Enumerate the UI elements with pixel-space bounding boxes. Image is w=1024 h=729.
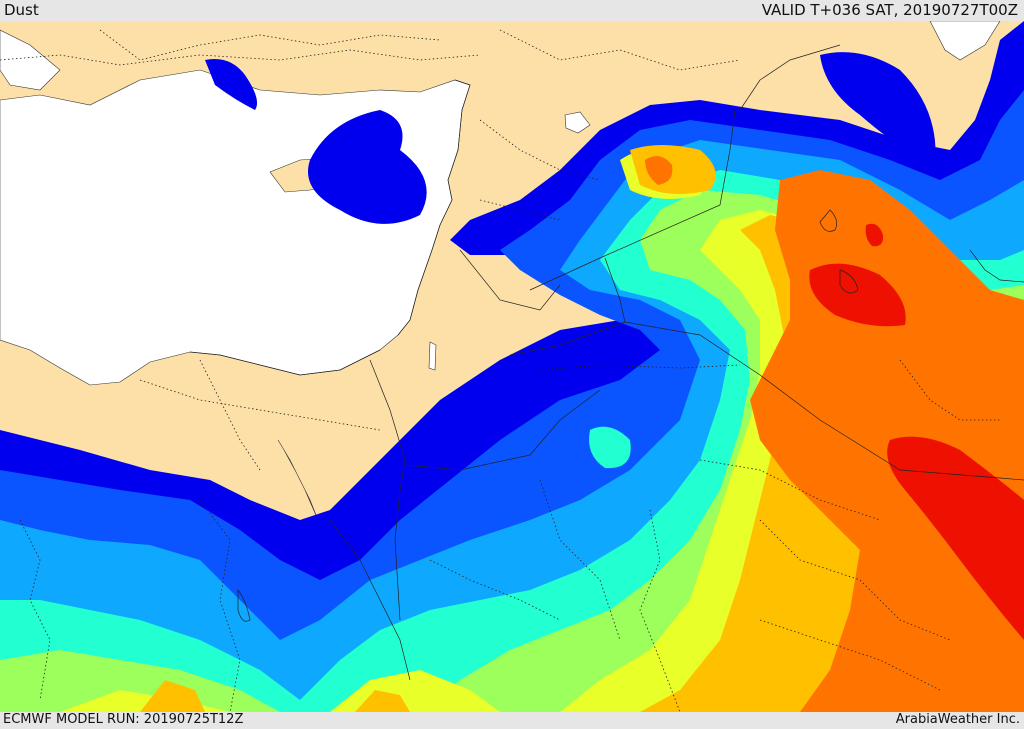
map-footer-bar: ECMWF MODEL RUN: 20190725T12Z ArabiaWeat… [0, 712, 1024, 729]
valid-time-label: VALID T+036 SAT, 20190727T00Z [761, 1, 1018, 19]
dust-level-8 [645, 156, 1024, 712]
province-boundaries [0, 29, 1000, 712]
dead-sea [428, 341, 437, 371]
red-sea [277, 439, 319, 521]
map-title: Dust [4, 1, 39, 19]
dust-level-9 [809, 223, 1024, 640]
credit-label: ArabiaWeather Inc. [895, 712, 1020, 727]
lake [564, 111, 591, 134]
country-borders [329, 44, 1024, 681]
aegean-islands [0, 29, 61, 91]
coastlines [189, 79, 859, 622]
dust-forecast-map [0, 21, 1024, 712]
caspian-sea [929, 21, 1001, 61]
model-run-label: ECMWF MODEL RUN: 20190725T12Z [3, 712, 244, 727]
map-header-bar: Dust VALID T+036 SAT, 20190727T00Z [0, 0, 1024, 21]
